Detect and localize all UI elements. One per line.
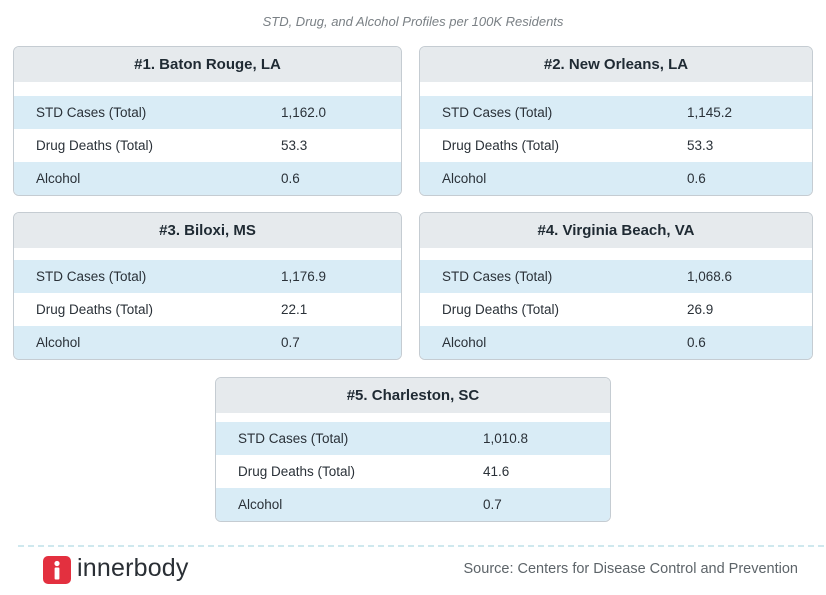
- row-label: STD Cases (Total): [36, 105, 147, 120]
- row-label: STD Cases (Total): [442, 269, 553, 284]
- row-label: Drug Deaths (Total): [238, 464, 356, 479]
- table-row: Drug Deaths (Total) 41.6: [216, 455, 610, 488]
- row-label: Alcohol: [36, 335, 81, 350]
- table-row: STD Cases (Total) 1,068.6: [420, 260, 812, 293]
- row-label: Alcohol: [36, 171, 81, 186]
- row-label: Alcohol: [442, 171, 487, 186]
- city-card: #1. Baton Rouge, LA STD Cases (Total) 1,16…: [13, 46, 402, 196]
- row-value: 26.9: [687, 302, 714, 317]
- table-row: STD Cases (Total) 1,010.8: [216, 422, 610, 455]
- row-value: 1,176.9: [281, 269, 327, 284]
- city-card: #3. Biloxi, MS STD Cases (Total) 1,176.9 Dr…: [13, 212, 402, 360]
- row-value: 1,162.0: [281, 105, 327, 120]
- row-value: 1,010.8: [483, 431, 529, 446]
- table-row: STD Cases (Total) 1,176.9: [14, 260, 401, 293]
- table-row: Alcohol 0.6: [420, 326, 812, 359]
- spacer: [420, 82, 812, 96]
- city-card: #5. Charleston, SC STD Cases (Total) 1,010…: [215, 377, 611, 522]
- row-label: Drug Deaths (Total): [36, 302, 154, 317]
- card-title: #2. New Orleans, LA: [420, 47, 812, 82]
- table-row: Drug Deaths (Total) 22.1: [14, 293, 401, 326]
- table-row: Drug Deaths (Total) 26.9: [420, 293, 812, 326]
- row-value: 0.7: [281, 335, 300, 350]
- table-row: Alcohol 0.7: [216, 488, 610, 521]
- card-title: #4. Virginia Beach, VA: [420, 213, 812, 248]
- table-row: Alcohol 0.7: [14, 326, 401, 359]
- row-value: 1,145.2: [687, 105, 733, 120]
- row-label: STD Cases (Total): [238, 431, 349, 446]
- card-title: #3. Biloxi, MS: [14, 213, 401, 248]
- logo-icon: [43, 556, 71, 584]
- row-label: Drug Deaths (Total): [36, 138, 154, 153]
- row-label: Alcohol: [442, 335, 487, 350]
- source-note: Source: Centers for Disease Control and …: [463, 561, 798, 577]
- row-label: Drug Deaths (Total): [442, 138, 560, 153]
- row-value: 0.7: [483, 497, 502, 512]
- row-label: Drug Deaths (Total): [442, 302, 560, 317]
- city-card: #2. New Orleans, LA STD Cases (Total) 1,14…: [419, 46, 813, 196]
- spacer: [14, 248, 401, 260]
- spacer: [216, 413, 610, 422]
- card-title: #5. Charleston, SC: [216, 378, 610, 413]
- table-row: STD Cases (Total) 1,145.2: [420, 96, 812, 129]
- row-value: 1,068.6: [687, 269, 733, 284]
- table-row: Alcohol 0.6: [14, 162, 401, 195]
- table-row: Drug Deaths (Total) 53.3: [420, 129, 812, 162]
- page-title: STD, Drug, and Alcohol Profiles per 100K…: [262, 14, 564, 29]
- row-value: 0.6: [687, 171, 706, 186]
- table-row: Drug Deaths (Total) 53.3: [14, 129, 401, 162]
- table-row: STD Cases (Total) 1,162.0: [14, 96, 401, 129]
- row-value: 0.6: [281, 171, 300, 186]
- row-label: STD Cases (Total): [442, 105, 553, 120]
- row-value: 0.6: [687, 335, 706, 350]
- brand-name: innerbody: [77, 554, 189, 582]
- row-value: 53.3: [687, 138, 714, 153]
- table-row: Alcohol 0.6: [420, 162, 812, 195]
- row-label: Alcohol: [238, 497, 283, 512]
- row-label: STD Cases (Total): [36, 269, 147, 284]
- city-card: #4. Virginia Beach, VA STD Cases (Total) 1…: [419, 212, 813, 360]
- spacer: [14, 82, 401, 96]
- row-value: 22.1: [281, 302, 308, 317]
- card-title: #1. Baton Rouge, LA: [14, 47, 401, 82]
- row-value: 41.6: [483, 464, 510, 479]
- row-value: 53.3: [281, 138, 308, 153]
- divider: [18, 545, 824, 547]
- spacer: [420, 248, 812, 260]
